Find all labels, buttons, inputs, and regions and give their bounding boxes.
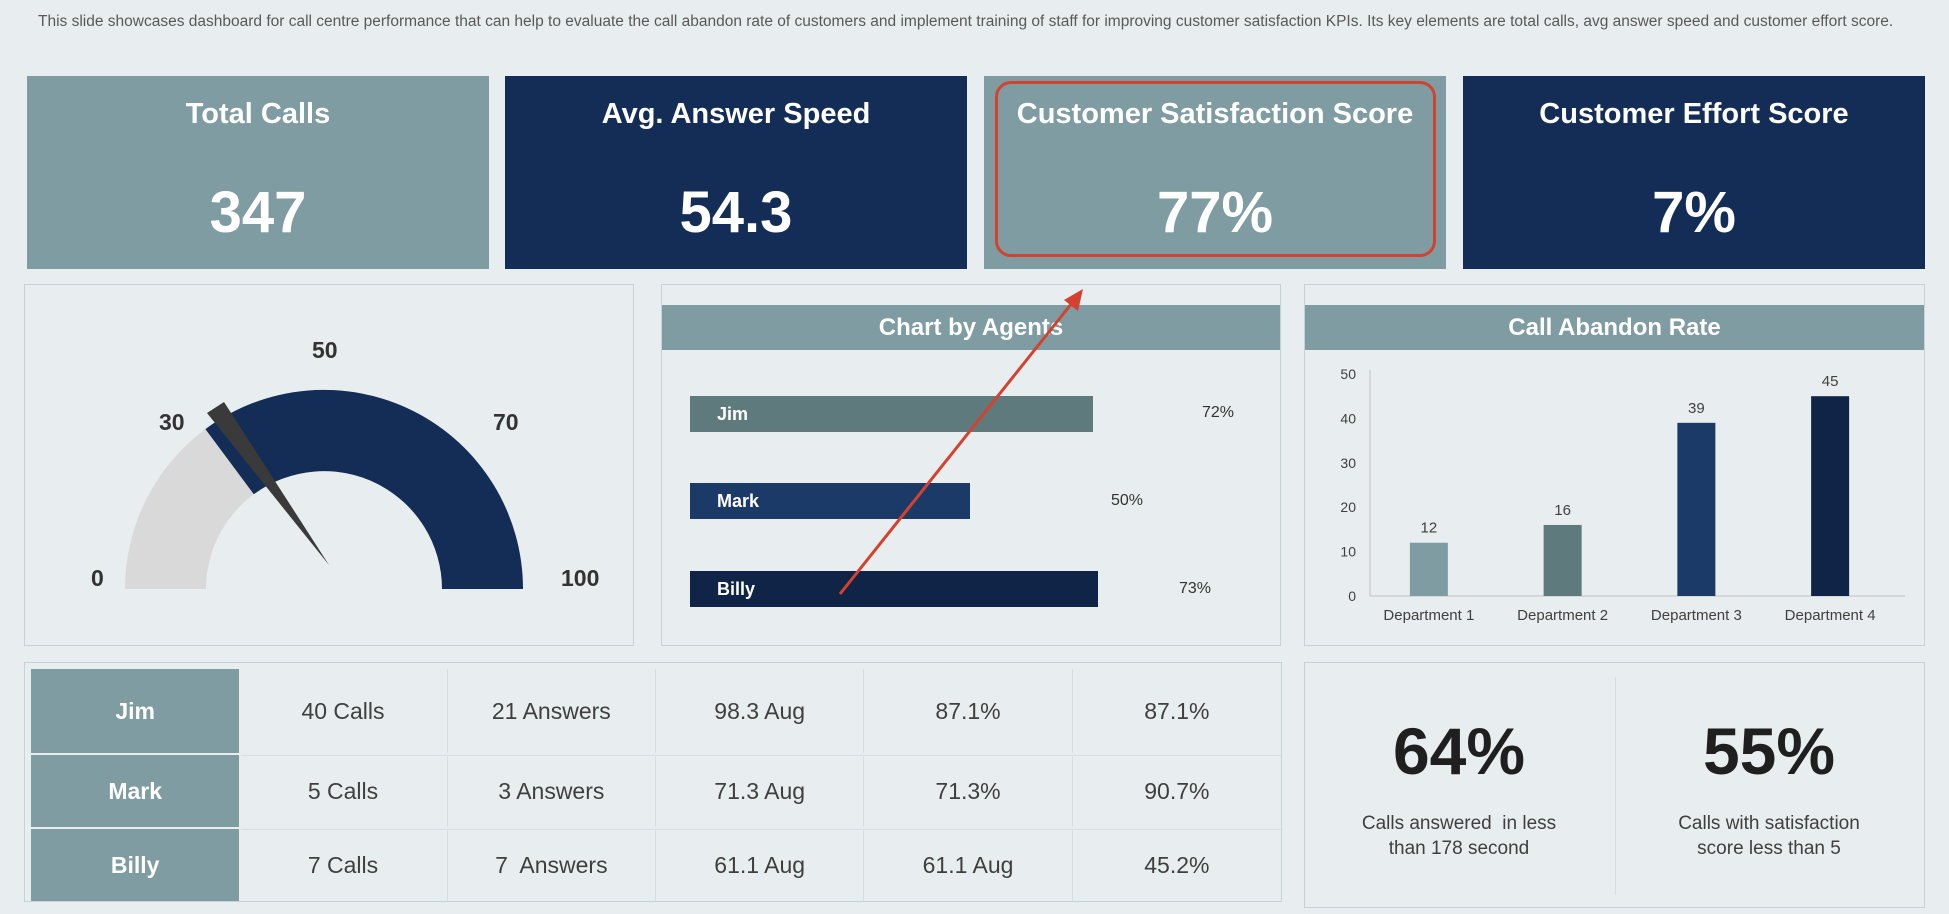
kpi-total-calls: Total Calls 347 [27, 76, 489, 269]
y-tick-label: 10 [1340, 544, 1356, 560]
gauge-needle [207, 402, 329, 565]
gauge-filled-arc [205, 389, 523, 589]
row-divider [241, 829, 1281, 830]
stat-value-satisfaction: 55% [1702, 714, 1836, 788]
table-cell: 7 Calls [239, 829, 448, 901]
bar-1 [1409, 542, 1448, 596]
slide-description: This slide showcases dashboard for call … [38, 13, 1894, 30]
y-tick-label: 20 [1340, 499, 1356, 515]
table-cell: 5 Calls [239, 755, 448, 827]
abandon-rate-chart: 0 10 20 30 40 50 12 Department 1 16 Department 2 3… [1340, 366, 1905, 624]
gauge-label-50: 50 [312, 337, 338, 363]
bar-value-label: 39 [1688, 400, 1705, 417]
table-cell: 21 Answers [448, 669, 657, 753]
table-cell: 3 Answers [448, 755, 657, 827]
agent-bar-billy: Billy [690, 571, 1098, 607]
bar-4 [1811, 396, 1850, 596]
stat-text-line: Calls answered in less [1361, 813, 1557, 834]
table-row: Billy 7 Calls 7 Answers 61.1 Aug 61.1 Au… [31, 829, 1281, 901]
agent-bar-mark: Mark [690, 483, 970, 519]
highlight-box [995, 81, 1436, 257]
gauge-label-30: 30 [159, 409, 185, 435]
agent-table: Jim 40 Calls 21 Answers 98.3 Aug 87.1% 8… [24, 662, 1282, 902]
agent-pct-billy: 73% [1179, 580, 1212, 597]
y-tick-label: 40 [1340, 410, 1356, 426]
bar-2 [1543, 524, 1582, 596]
table-cell-name: Jim [31, 669, 240, 753]
kpi-title: Customer Satisfaction Score [1016, 98, 1414, 130]
kpi-value: 7% [1652, 180, 1736, 245]
kpi-avg-answer-speed: Avg. Answer Speed 54.3 [505, 76, 967, 269]
stat-text-line: Calls with satisfaction [1678, 813, 1860, 834]
gauge-empty-arc [124, 429, 254, 589]
abandon-rate-panel: Call Abandon Rate 0 10 20 30 40 50 12 Departmen… [1304, 284, 1925, 646]
kpi-value: 347 [209, 180, 307, 245]
stat-text-answered: Calls answered in less than 178 second [1309, 811, 1609, 861]
kpi-value: 77% [1156, 180, 1274, 245]
kpi-title: Avg. Answer Speed [601, 98, 871, 130]
agent-bar-label: Billy [717, 579, 756, 599]
stat-value-answered: 64% [1392, 714, 1526, 788]
y-tick-label: 50 [1340, 366, 1356, 382]
agent-pct-mark: 50% [1111, 492, 1144, 509]
gauge-panel: 0 30 50 70 100 [24, 284, 634, 646]
table-cell: 45.2% [1144, 851, 1210, 878]
x-tick-label: Department 2 [1517, 607, 1608, 624]
kpi-value: 54.3 [679, 180, 793, 245]
table-cell: 71.3 Aug [656, 755, 865, 827]
bar-value-label: 12 [1421, 520, 1438, 537]
table-cell: 98.3 Aug [656, 669, 865, 753]
table-cell: 87.1% [1144, 697, 1210, 724]
bar-value-label: 16 [1554, 502, 1571, 519]
table-row: Mark 5 Calls 3 Answers 71.3 Aug 71.3% 90… [31, 755, 1281, 827]
y-tick-label: 0 [1348, 588, 1356, 604]
row-divider [241, 755, 1281, 756]
bar-3 [1677, 422, 1716, 596]
stat-text-line: score less than 5 [1697, 838, 1841, 859]
x-tick-label: Department 3 [1651, 607, 1742, 624]
stat-text-satisfaction: Calls with satisfaction score less than … [1619, 811, 1919, 861]
table-cell: 40 Calls [239, 669, 448, 753]
table-cell: 71.3% [864, 755, 1073, 827]
stat-text-line: than 178 second [1388, 838, 1530, 859]
agents-chart-title: Chart by Agents [662, 305, 1280, 350]
agent-bar-jim: Jim [690, 396, 1093, 432]
kpi-title: Total Calls [185, 98, 331, 130]
table-cell: 7 Answers [448, 829, 657, 901]
agent-bar-label: Jim [717, 404, 749, 424]
y-tick-label: 30 [1340, 455, 1356, 471]
x-tick-label: Department 1 [1383, 607, 1474, 624]
table-row: Jim 40 Calls 21 Answers 98.3 Aug 87.1% 8… [31, 669, 1281, 753]
table-cell: 61.1 Aug [656, 829, 865, 901]
bar-value-label: 45 [1822, 373, 1839, 390]
gauge-label-0: 0 [91, 565, 104, 591]
agent-pct-jim: 72% [1202, 404, 1235, 421]
table-cell-name: Mark [31, 755, 240, 827]
agent-bar-label: Mark [717, 491, 760, 511]
table-cell: 61.1 Aug [864, 829, 1073, 901]
kpi-customer-satisfaction: Customer Satisfaction Score 77% [984, 76, 1446, 269]
abandon-rate-title: Call Abandon Rate [1305, 305, 1924, 350]
kpi-customer-effort: Customer Effort Score 7% [1463, 76, 1925, 269]
x-tick-label: Department 4 [1785, 607, 1876, 624]
stats-panel: 64% Calls answered in less than 178 seco… [1304, 662, 1925, 908]
table-cell: 90.7% [1144, 777, 1210, 804]
table-cell-name: Billy [31, 829, 240, 901]
gauge-chart [124, 389, 523, 589]
kpi-title: Customer Effort Score [1539, 98, 1849, 130]
stat-divider [1615, 677, 1616, 895]
gauge-label-70: 70 [493, 409, 519, 435]
gauge-label-100: 100 [561, 565, 600, 591]
table-cell: 87.1% [864, 669, 1073, 753]
